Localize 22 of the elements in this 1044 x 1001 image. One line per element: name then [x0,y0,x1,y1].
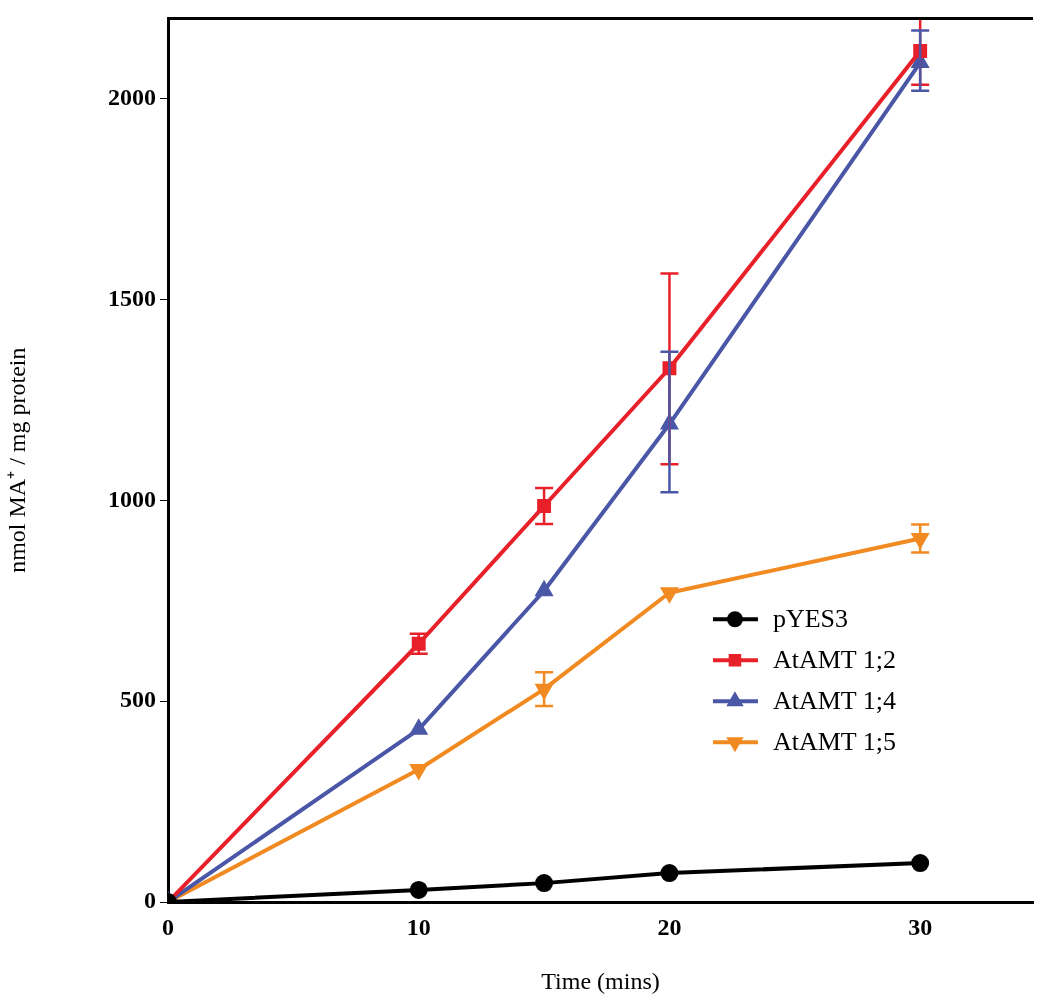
y-tick-label: 0 [144,887,156,914]
point [535,874,554,893]
legend-label: AtAMT 1;2 [772,645,896,675]
point [661,587,678,602]
legend-label: AtAMT 1;5 [772,727,896,757]
y-tick-label: 1500 [108,284,156,311]
legend-label: pYES3 [772,604,849,634]
point [409,880,428,899]
legend-label: AtAMT 1;4 [772,686,896,716]
point [537,499,552,513]
y-tick-label: 1000 [108,485,156,512]
x-axis-title: Time (mins) [541,967,660,994]
y-tick-label: 2000 [108,83,156,110]
x-tick-label: 20 [657,913,682,940]
point [660,864,679,883]
x-tick-label: 0 [162,913,174,940]
y-tick-label: 500 [120,686,156,713]
point [911,854,930,873]
x-tick-label: 30 [908,913,933,940]
point [410,720,427,735]
y-axis-title: nmol MA⁺ / mg protein [3,347,30,573]
x-tick-label: 10 [406,913,431,940]
